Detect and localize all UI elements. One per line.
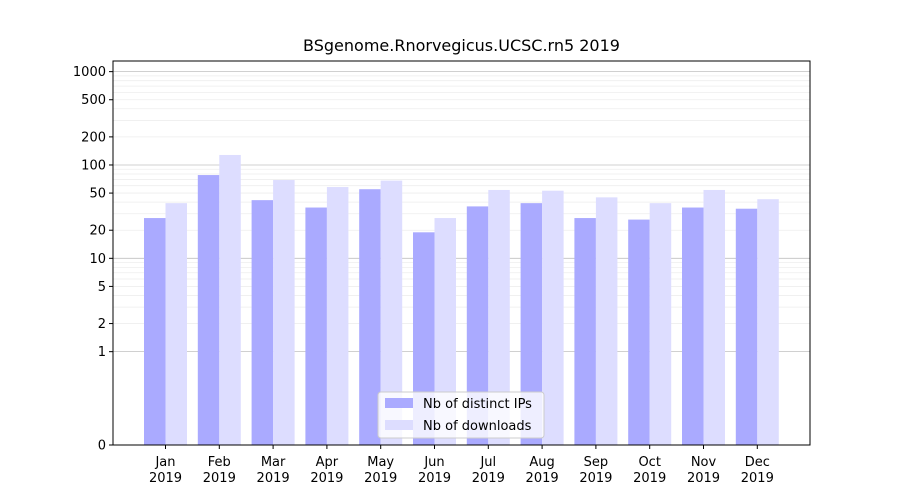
legend: Nb of distinct IPs Nb of downloads [377, 391, 545, 439]
y-tick-label: 100 [81, 158, 106, 173]
y-tick-label: 10 [89, 252, 106, 267]
bar-distinct-ips [197, 175, 220, 445]
legend-swatch-distinct-ips [385, 398, 413, 408]
x-tick-label: Jan 2019 [149, 455, 182, 486]
x-tick-label: Feb 2019 [203, 455, 236, 486]
y-tick-label: 1000 [73, 65, 106, 80]
y-axis: 0 1 2 5 10 20 50 100 200 500 1000 [73, 65, 113, 454]
bar-downloads [219, 154, 241, 445]
y-tick-label: 200 [81, 130, 106, 145]
y-tick-label: 500 [81, 93, 106, 108]
y-tick-label: 1 [98, 345, 106, 360]
bars [144, 154, 779, 445]
x-tick-label: Apr 2019 [310, 455, 343, 486]
plot-frame [112, 60, 811, 446]
bar-distinct-ips [466, 206, 489, 445]
bar-downloads [595, 197, 618, 445]
legend-swatch-downloads [385, 420, 413, 430]
x-tick-label: Nov 2019 [687, 455, 720, 486]
bar-distinct-ips [251, 200, 274, 445]
bar-downloads [165, 203, 187, 445]
y-tick-label: 20 [89, 224, 106, 239]
bar-distinct-ips [305, 207, 327, 445]
x-tick-label: May 2019 [364, 455, 397, 486]
bar-downloads [273, 180, 295, 445]
legend-label-downloads: Nb of downloads [423, 419, 532, 434]
bar-distinct-ips [574, 218, 596, 445]
bar-downloads [703, 189, 725, 445]
y-tick-label: 5 [98, 280, 106, 295]
bar-distinct-ips [359, 189, 381, 445]
bar-distinct-ips [144, 218, 166, 445]
legend-box [377, 391, 545, 439]
bar-downloads [434, 218, 456, 445]
bar-downloads [326, 187, 349, 445]
chart-title: BSgenome.Rnorvegicus.UCSC.rn5 2019 [303, 36, 620, 55]
x-tick-label: Sep 2019 [579, 455, 612, 486]
x-tick-label: Dec 2019 [741, 455, 774, 486]
x-tick-label: Aug 2019 [526, 455, 559, 486]
x-tick-label: Jun 2019 [418, 455, 451, 486]
legend-label-distinct-ips: Nb of distinct IPs [423, 397, 532, 412]
bar-downloads [488, 189, 510, 445]
y-tick-label: 0 [98, 439, 106, 454]
bar-downloads [380, 180, 403, 445]
x-tick-label: Oct 2019 [633, 455, 666, 486]
bar-distinct-ips [735, 208, 758, 445]
bar-distinct-ips [628, 219, 650, 445]
bar-downloads [542, 190, 564, 445]
bar-downloads [649, 203, 672, 445]
y-tick-label: 50 [89, 187, 106, 202]
x-tick-label: Jul 2019 [472, 455, 505, 486]
x-tick-label: Mar 2019 [257, 455, 290, 486]
bar-distinct-ips [520, 203, 543, 445]
bar-downloads [757, 199, 779, 445]
x-axis: Jan 2019 Feb 2019 Mar 2019 Apr 2019 May 2019 Jun 20… [149, 445, 774, 486]
y-tick-label: 2 [98, 317, 106, 332]
bar-distinct-ips [682, 207, 704, 445]
